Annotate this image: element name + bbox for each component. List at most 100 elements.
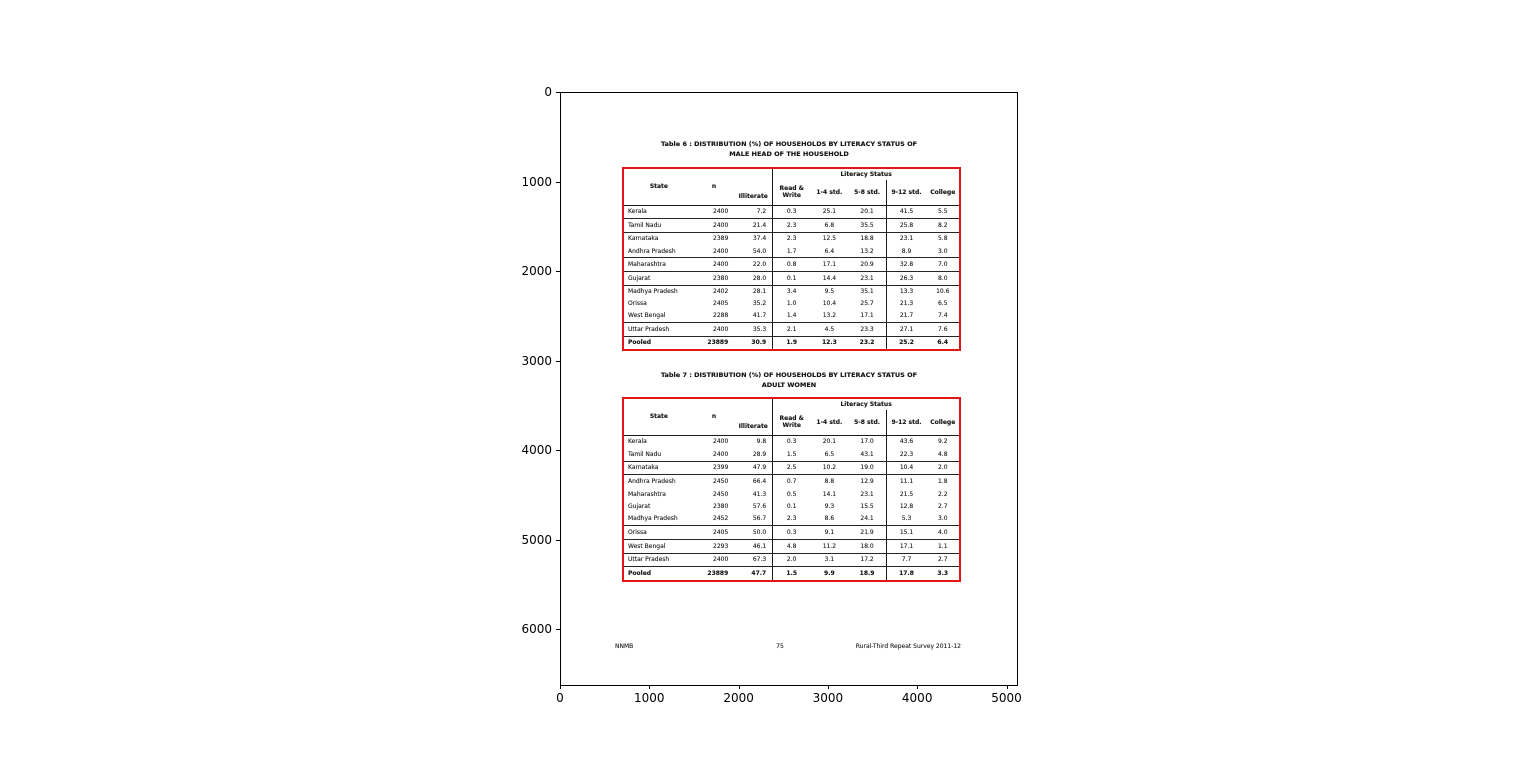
table-cell: Karnataka bbox=[624, 461, 694, 476]
table-row: Andhra Pradesh 2450 66.4 0.7 8.8 12.9 11.1 1.8 bbox=[624, 474, 959, 488]
y-tick-label: 6000 bbox=[521, 622, 552, 636]
x-tick-label: 3000 bbox=[812, 691, 844, 705]
table-cell: 4.0 bbox=[926, 525, 959, 540]
table-cell: West Bengal bbox=[624, 539, 694, 554]
table-cell: 4.8 bbox=[926, 448, 959, 462]
table-cell: 6.5 bbox=[937, 300, 948, 308]
x-tick-mark bbox=[560, 685, 561, 689]
table-cell: 8.6 bbox=[810, 512, 849, 526]
table6-title: Table 6 : DISTRIBUTION (%) OF HOUSEHOLDS… bbox=[561, 139, 1017, 159]
table-row: Uttar Pradesh 2400 67.3 2.0 3.1 17.2 7.7 2.7 bbox=[624, 553, 959, 568]
table-cell: 20.9 bbox=[848, 257, 887, 272]
x-tick-mark bbox=[827, 685, 829, 689]
table-cell: 12.5 bbox=[822, 235, 837, 243]
col-header-1-4-std: 1-4 std. bbox=[810, 410, 849, 436]
table-cell: 25.7 bbox=[860, 300, 874, 308]
table-row: Andhra Pradesh 2400 54.0 1.7 6.4 13.2 8.9 3.0 bbox=[624, 245, 959, 259]
table-cell: 41.5 bbox=[885, 205, 927, 220]
table-row: Pooled 23889 47.7 1.5 9.9 18.9 17.8 3.3 bbox=[624, 566, 959, 580]
table-cell: 21.3 bbox=[885, 297, 927, 310]
table-cell: 17.1 bbox=[810, 257, 849, 272]
table-cell: 14.4 bbox=[810, 271, 849, 286]
col-header-college: College bbox=[926, 180, 959, 206]
y-tick-mark bbox=[556, 360, 560, 362]
table-cell: 2402 bbox=[713, 288, 729, 296]
table-cell: 8.9 bbox=[885, 245, 927, 259]
table-cell: 20.1 bbox=[848, 205, 887, 220]
table-cell: 9.3 bbox=[824, 502, 835, 510]
table-cell: 67.3 bbox=[734, 553, 773, 568]
table-cell: 22.0 bbox=[734, 257, 773, 272]
table-cell: Uttar Pradesh bbox=[624, 322, 694, 337]
table-cell: 1.5 bbox=[772, 566, 811, 580]
table-cell: 2.1 bbox=[772, 322, 811, 337]
table-cell: 2389 bbox=[713, 235, 729, 243]
table-cell: 13.2 bbox=[810, 309, 849, 323]
table-cell: 2.0 bbox=[772, 553, 811, 568]
table-cell: 1.7 bbox=[772, 245, 811, 259]
table-cell: 11.1 bbox=[885, 474, 927, 488]
table-cell: 43.1 bbox=[848, 448, 887, 462]
table-row: West Bengal 2293 46.1 4.8 11.2 18.0 17.1 1.1 bbox=[624, 539, 959, 554]
table-cell: 6.8 bbox=[810, 218, 849, 233]
table7: State n Illiterate Literacy Status Read … bbox=[624, 399, 959, 580]
table-cell: 28.9 bbox=[734, 448, 773, 462]
table-cell: 2.3 bbox=[772, 232, 811, 246]
col-header-9-12-std: 9-12 std. bbox=[885, 410, 927, 436]
literacy-status-span-header: Literacy Status bbox=[772, 169, 959, 180]
table-cell: 4.5 bbox=[810, 322, 849, 337]
table-cell: 11.2 bbox=[810, 539, 849, 554]
table-cell: 35.1 bbox=[860, 288, 874, 296]
table-cell: Maharashtra bbox=[624, 257, 694, 272]
table-cell: 2400 bbox=[693, 257, 735, 272]
table-cell: 15.5 bbox=[860, 502, 874, 510]
col-header-illiterate: Illiterate bbox=[734, 399, 773, 436]
table7-title-line1: Table 7 : DISTRIBUTION (%) OF HOUSEHOLDS… bbox=[660, 371, 918, 379]
table-cell: 12.8 bbox=[885, 500, 927, 513]
table-cell: 66.4 bbox=[752, 478, 767, 486]
table7-title-line2: ADULT WOMEN bbox=[761, 381, 817, 390]
plot-area: Table 6 : DISTRIBUTION (%) OF HOUSEHOLDS… bbox=[560, 92, 1018, 686]
table-cell: 2400 bbox=[713, 438, 729, 446]
table-cell: 35.5 bbox=[848, 218, 887, 233]
table-cell: 9.2 bbox=[937, 438, 948, 446]
table-row: Karnataka 2389 37.4 2.3 12.5 18.8 23.1 5.8 bbox=[624, 232, 959, 246]
table-cell: 13.2 bbox=[848, 245, 887, 259]
table-cell: Gujarat bbox=[628, 502, 651, 510]
table-row: West Bengal 2288 41.7 1.4 13.2 17.1 21.7 7.4 bbox=[624, 309, 959, 323]
span-header-row: State n Illiterate Literacy Status bbox=[624, 169, 959, 206]
table-cell: 20.1 bbox=[822, 438, 837, 446]
table-cell: Uttar Pradesh bbox=[624, 553, 694, 568]
table-cell: 0.3 bbox=[772, 205, 811, 220]
table-cell: 6.4 bbox=[810, 245, 849, 259]
table-cell: 2400 bbox=[693, 322, 735, 337]
y-tick-label: 1000 bbox=[521, 174, 552, 189]
x-tick-mark bbox=[738, 685, 740, 689]
table-cell: 25.1 bbox=[810, 205, 849, 220]
col-header-college: College bbox=[926, 410, 959, 436]
y-tick-mark bbox=[556, 271, 560, 272]
table-cell: 14.1 bbox=[822, 490, 837, 498]
table-cell: 2.5 bbox=[772, 461, 811, 476]
y-tick-mark bbox=[556, 181, 560, 183]
table-cell: 2400 bbox=[693, 448, 735, 462]
table-cell: 41.7 bbox=[734, 309, 773, 323]
table6-title-line1: Table 6 : DISTRIBUTION (%) OF HOUSEHOLDS… bbox=[660, 140, 918, 148]
table-cell: 2400 bbox=[693, 553, 735, 568]
table-row: Tamil Nadu 2400 28.9 1.5 6.5 43.1 22.3 4.8 bbox=[624, 448, 959, 462]
span-header-row: State n Illiterate Literacy Status bbox=[624, 399, 959, 436]
table-cell: 2288 bbox=[693, 309, 735, 323]
table-row: Maharashtra 2450 41.3 0.5 14.1 23.1 21.5 2.2 bbox=[624, 487, 959, 501]
table-cell: Karnataka bbox=[628, 235, 659, 243]
table-cell: 8.2 bbox=[926, 218, 959, 233]
table6-red-box: State n Illiterate Literacy Status Read … bbox=[622, 167, 961, 351]
table-cell: 5.5 bbox=[926, 205, 959, 220]
table-cell: 7.6 bbox=[926, 322, 959, 337]
table-cell: 8.8 bbox=[824, 478, 835, 486]
y-tick-label: 5000 bbox=[521, 532, 552, 547]
table-cell: 2.3 bbox=[772, 218, 811, 233]
table-cell: Tamil Nadu bbox=[624, 218, 694, 233]
table-cell: 6.4 bbox=[926, 335, 959, 349]
table-cell: 23.1 bbox=[848, 271, 887, 286]
